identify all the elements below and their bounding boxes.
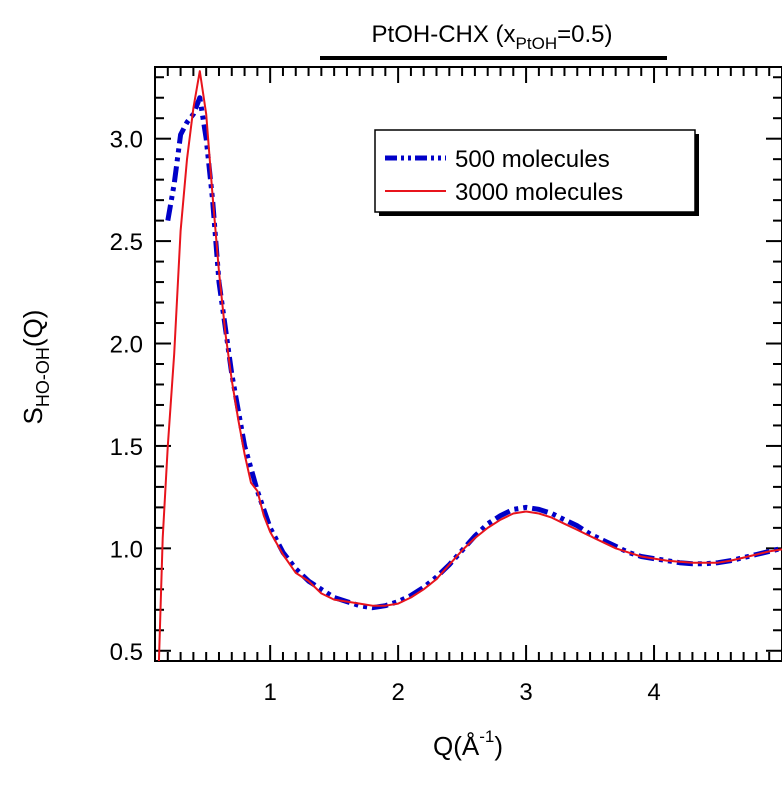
- chart-title: PtOH-CHX (xPtOH=0.5): [320, 21, 667, 60]
- x-axis-label-main: Q(Å: [433, 731, 480, 761]
- y-tick-label: 3.0: [110, 127, 143, 154]
- legend-box: [374, 129, 696, 213]
- y-axis-label-subscript: HO-OH: [33, 347, 53, 407]
- legend: 500 molecules 3000 molecules: [374, 129, 699, 216]
- axis-tick-labels: 1 2 3 4 0.5 1.0 1.5 2.0 2.5 3.0: [110, 127, 661, 706]
- y-axis-label-main: S: [18, 407, 48, 424]
- title-main: PtOH-CHX (x: [372, 21, 516, 48]
- legend-label-3000: 3000 molecules: [455, 179, 623, 206]
- y-tick-label: 0.5: [110, 639, 143, 666]
- x-axis-label-superscript: -1: [479, 727, 494, 746]
- title-tail: =0.5): [557, 21, 612, 48]
- x-tick-label: 1: [263, 679, 276, 706]
- x-axis-label: Q(Å-1): [433, 727, 503, 761]
- y-axis-label-tail: (Q): [18, 310, 48, 348]
- y-tick-label: 1.0: [110, 536, 143, 563]
- x-tick-label: 3: [519, 679, 532, 706]
- x-axis-label-tail: ): [494, 731, 503, 761]
- axis-ticks: [155, 67, 782, 661]
- x-tick-label: 4: [647, 679, 660, 706]
- y-tick-label: 1.5: [110, 434, 143, 461]
- series-layer: [157, 70, 782, 661]
- series-line-3000-molecules: [157, 70, 782, 661]
- svg-text:PtOH-CHX (xPtOH=0.5): PtOH-CHX (xPtOH=0.5): [372, 21, 613, 53]
- title-subscript: PtOH: [516, 34, 558, 53]
- y-axis-label: SHO-OH(Q): [18, 310, 53, 425]
- y-tick-label: 2.5: [110, 229, 143, 256]
- y-tick-label: 2.0: [110, 332, 143, 359]
- legend-label-500: 500 molecules: [455, 146, 610, 173]
- x-tick-label: 2: [391, 679, 404, 706]
